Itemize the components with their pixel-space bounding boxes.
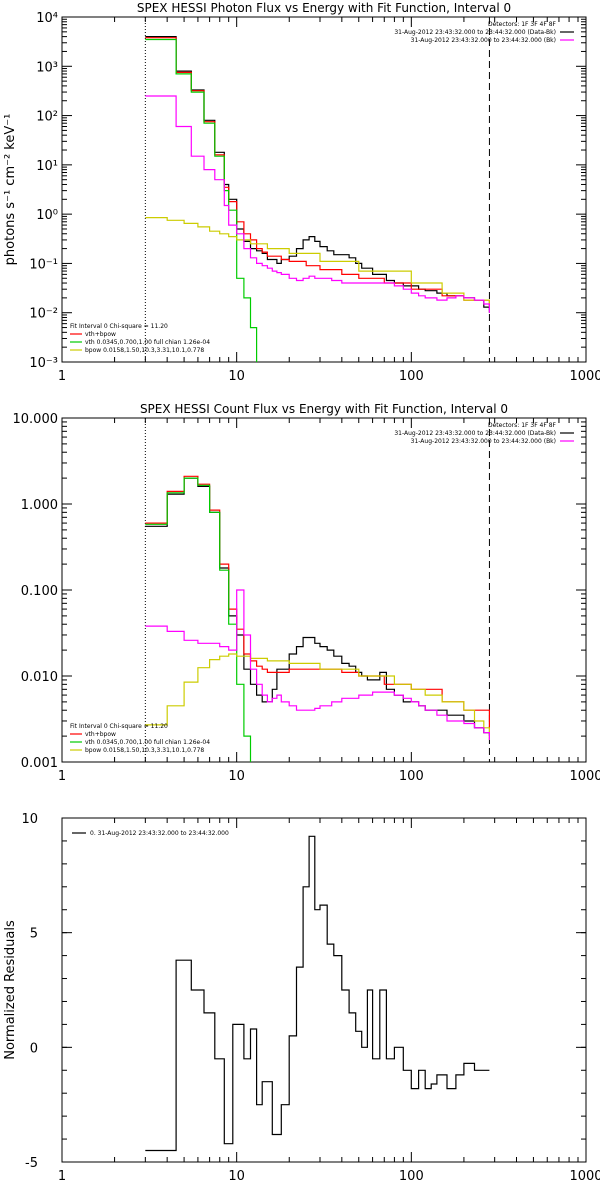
series-line-residual (145, 835, 490, 1152)
legend-header-text: 31-Aug-2012 23:43:32.000 to 23:44:32.000… (394, 29, 556, 36)
y-tick-label: 0.001 (21, 756, 58, 771)
series-line-vth (145, 477, 252, 762)
x-tick-label: 1000 (569, 1169, 600, 1184)
series-line-total (145, 37, 490, 308)
x-tick-label: 1000 (569, 769, 600, 784)
legend-fit-text: vth 0.0345,0.700,1.00 full chian 1.26e-0… (85, 339, 210, 346)
y-tick-label: 10⁴ (36, 11, 58, 26)
series-line-bk (145, 589, 490, 740)
x-tick-label: 100 (399, 769, 424, 784)
y-tick-label: 10.000 (13, 412, 59, 427)
x-tick-label: 10 (228, 1169, 245, 1184)
legend-fit-text: vth 0.0345,0.700,1.00 full chian 1.26e-0… (85, 739, 210, 746)
y-tick-label: 0.100 (21, 584, 58, 599)
y-tick-label: 5 (30, 927, 38, 942)
chart-panel-2: 1 10 100 1000 -5 0 5 10 Normalized Residuals 0. 3… (3, 812, 600, 1184)
legend-fit-text: Fit Interval 0 Chi-square = 11.20 (70, 323, 168, 330)
legend-header-text: 31-Aug-2012 23:43:32.000 to 23:44:32.000… (394, 430, 556, 437)
x-tick-label: 100 (399, 1169, 424, 1184)
y-tick-label: 10⁻² (29, 307, 58, 322)
y-tick-label: 10 (21, 812, 38, 827)
y-tick-label: 10² (36, 110, 58, 125)
y-axis-label: Normalized Residuals (3, 920, 18, 1060)
legend-fit-text: vth+bpow (85, 731, 116, 738)
series-line-bpow (145, 217, 490, 308)
legend-header-text: 31-Aug-2012 23:43:32.000 to 23:44:32.000… (411, 438, 556, 445)
legend-header-text: Detectors: 1F 3F 4F 8F (488, 422, 557, 429)
x-tick-label: 1 (58, 1169, 66, 1184)
series-line-vth (145, 38, 258, 362)
legend-header-text: Detectors: 1F 3F 4F 8F (488, 21, 557, 28)
series-group (145, 475, 490, 762)
y-tick-label: 10⁻¹ (29, 257, 58, 272)
y-axis-label: photons s⁻¹ cm⁻² keV⁻¹ (3, 114, 18, 266)
x-tick-label: 100 (399, 369, 424, 384)
y-tick-label: -5 (25, 1156, 38, 1171)
y-tick-label: 10⁰ (36, 208, 58, 223)
legend-fit-text: bpow 0.0158,1.50,10.3,3.31,10.1,0.778 (85, 347, 204, 354)
series-line-data (145, 477, 490, 737)
chart-panel-1: SPEX HESSI Count Flux vs Energy with Fit… (13, 402, 600, 784)
legend-fit-text: vth+bpow (85, 331, 116, 338)
y-tick-label: 10⁻³ (29, 356, 58, 371)
series-line-total (145, 475, 490, 728)
x-tick-label: 1000 (569, 369, 600, 384)
plot-frame (61, 16, 587, 363)
legend-fit-text: Fit Interval 0 Chi-square = 11.20 (70, 723, 168, 730)
y-tick-label: 10³ (36, 60, 58, 75)
x-tick-label: 1 (58, 369, 66, 384)
legend-text: 0. 31-Aug-2012 23:43:32.000 to 23:44:32.… (90, 830, 229, 837)
y-tick-label: 1.000 (21, 498, 58, 513)
series-group (145, 36, 490, 362)
plot-frame (61, 417, 587, 763)
y-tick-label: 10¹ (36, 159, 58, 174)
y-tick-label: 0 (30, 1041, 38, 1056)
y-tick-label: 0.010 (21, 670, 58, 685)
chart-title: SPEX HESSI Photon Flux vs Energy with Fi… (137, 1, 511, 15)
series-line-bpow (145, 653, 490, 740)
chart-title: SPEX HESSI Count Flux vs Energy with Fit… (140, 402, 508, 416)
plot-frame (61, 817, 587, 1163)
series-group (145, 835, 490, 1152)
x-tick-label: 10 (228, 369, 245, 384)
x-tick-label: 1 (58, 769, 66, 784)
x-tick-label: 10 (228, 769, 245, 784)
series-line-bk (145, 95, 490, 313)
legend-header-text: 31-Aug-2012 23:43:32.000 to 23:44:32.000… (411, 37, 556, 44)
legend-fit-text: bpow 0.0158,1.50,10.3,3.31,10.1,0.778 (85, 747, 204, 754)
chart-panel-0: SPEX HESSI Photon Flux vs Energy with Fi… (3, 1, 600, 384)
series-line-data (145, 36, 490, 313)
